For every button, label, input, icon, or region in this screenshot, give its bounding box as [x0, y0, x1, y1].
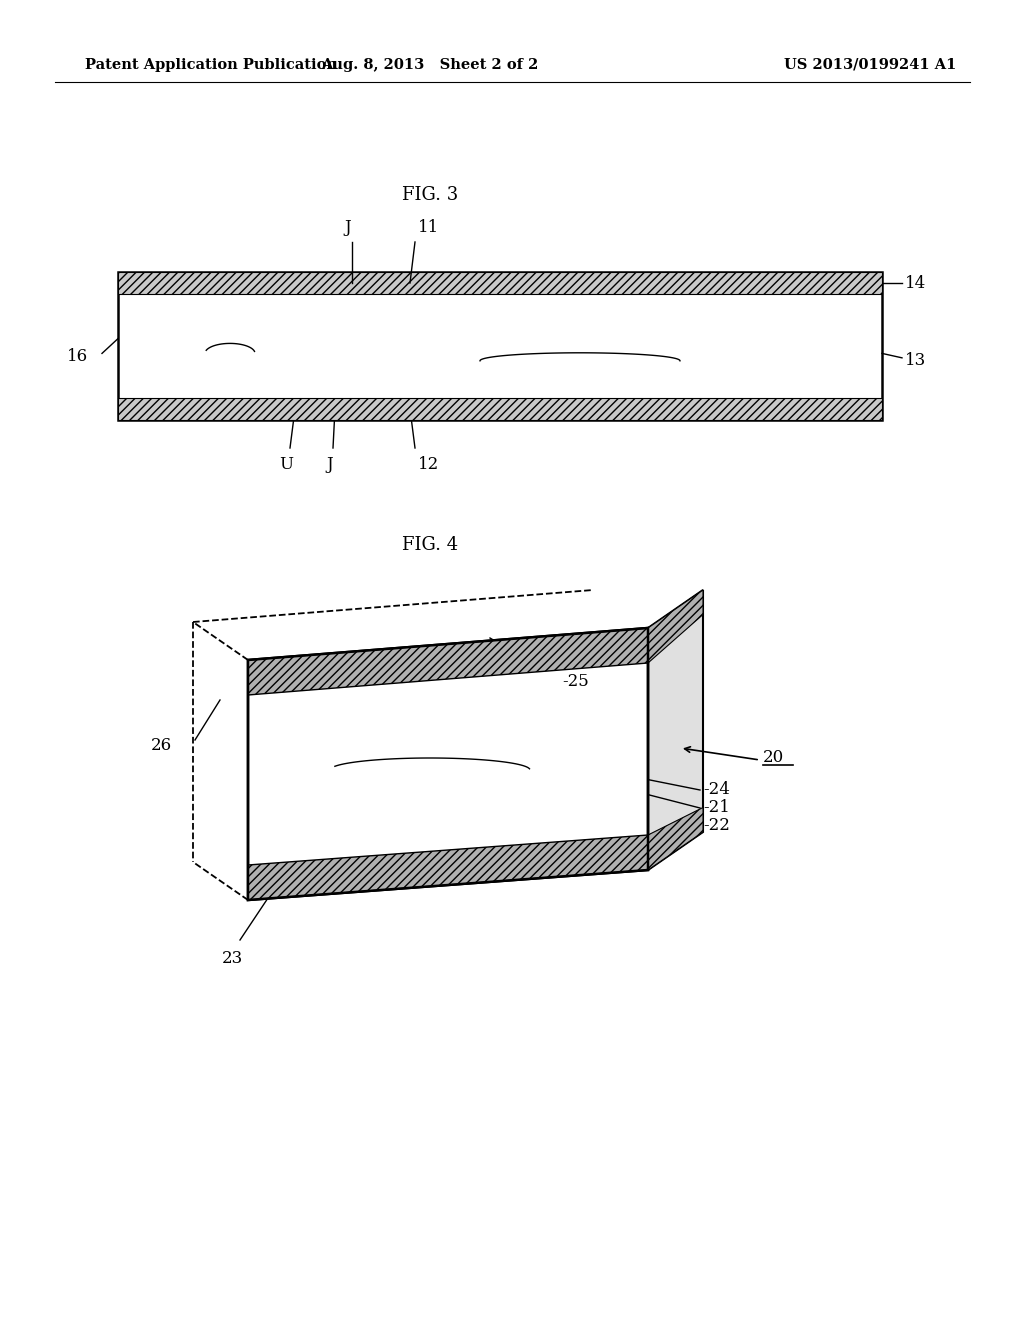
Text: 16: 16	[67, 348, 88, 364]
Text: US 2013/0199241 A1: US 2013/0199241 A1	[783, 58, 956, 73]
Polygon shape	[248, 836, 648, 900]
Text: Aug. 8, 2013   Sheet 2 of 2: Aug. 8, 2013 Sheet 2 of 2	[322, 58, 539, 73]
Polygon shape	[248, 628, 648, 900]
Polygon shape	[248, 628, 648, 696]
Text: U: U	[279, 455, 293, 473]
Polygon shape	[118, 272, 882, 294]
Text: -24: -24	[703, 780, 730, 797]
Text: J: J	[327, 455, 334, 473]
Text: 14: 14	[905, 275, 927, 292]
Text: 11: 11	[418, 219, 439, 236]
Text: Patent Application Publication: Patent Application Publication	[85, 58, 337, 73]
Polygon shape	[648, 808, 703, 870]
Text: 12: 12	[418, 455, 439, 473]
Text: FIG. 3: FIG. 3	[401, 186, 458, 205]
Text: 13: 13	[905, 352, 927, 370]
Text: -22: -22	[703, 817, 730, 834]
Text: 26: 26	[151, 737, 172, 754]
Text: -25: -25	[562, 673, 589, 690]
Text: 20: 20	[763, 748, 784, 766]
Text: 23: 23	[221, 950, 243, 968]
Text: -21: -21	[703, 800, 730, 817]
Polygon shape	[648, 590, 703, 663]
Text: FIG. 4: FIG. 4	[402, 536, 458, 554]
Text: J: J	[345, 219, 351, 236]
Polygon shape	[118, 399, 882, 420]
Polygon shape	[648, 590, 703, 870]
